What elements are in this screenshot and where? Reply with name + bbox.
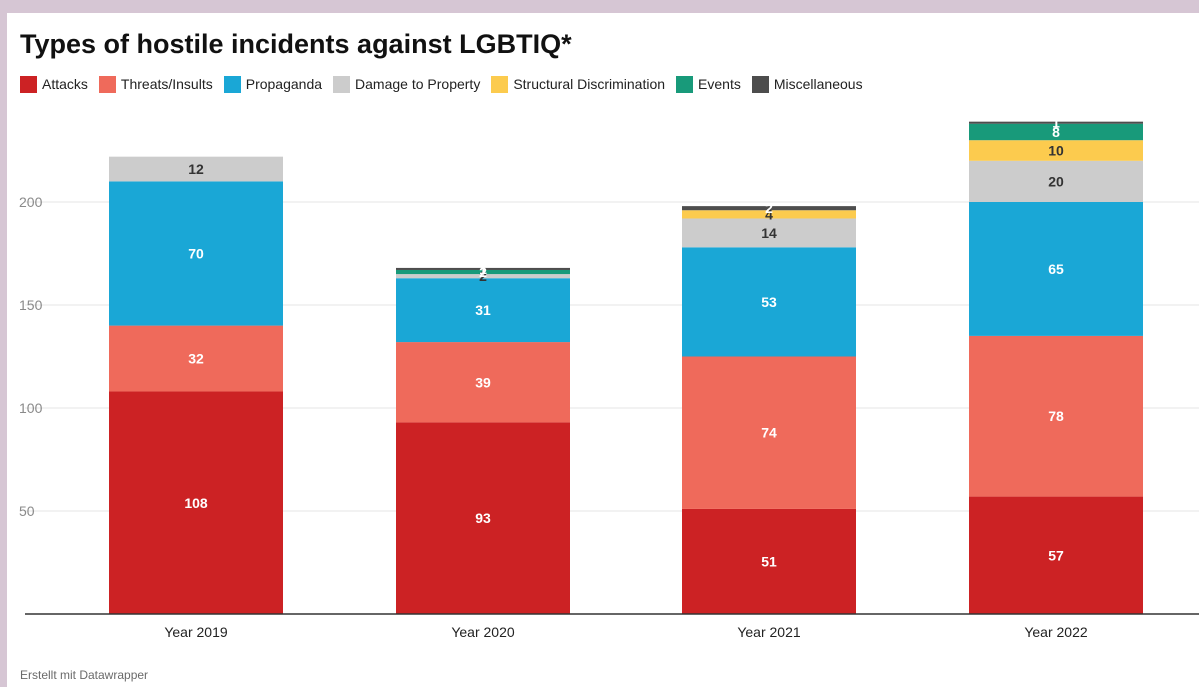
y-tick-label-50: 50 <box>19 503 35 519</box>
bar-segment-year-2022-2 <box>969 202 1143 336</box>
legend-label-attacks: Attacks <box>42 76 88 92</box>
value-label-year-2019-0: 108 <box>184 495 208 511</box>
value-label-year-2022-1: 78 <box>1048 408 1064 424</box>
x-tick-label-year-2019: Year 2019 <box>164 624 228 640</box>
x-tick-label-year-2020: Year 2020 <box>451 624 515 640</box>
legend-item-attacks: Attacks <box>20 75 88 93</box>
y-tick-label-100: 100 <box>19 400 43 416</box>
bar-segment-year-2020-6 <box>396 267 570 270</box>
value-label-year-2021-0: 51 <box>761 553 777 569</box>
legend-swatch-damage-to-property <box>333 75 351 93</box>
legend-item-events: Events <box>676 75 741 93</box>
value-label-year-2022-3: 20 <box>1048 173 1064 189</box>
bar-segment-year-2022-1 <box>969 335 1143 497</box>
value-label-year-2020-1: 39 <box>475 374 491 390</box>
bar-segment-year-2021-0 <box>682 508 856 614</box>
legend-label-propaganda: Propaganda <box>245 76 323 92</box>
legend-swatch-events <box>676 75 694 93</box>
value-label-year-2020-3: 2 <box>479 268 487 284</box>
bar-segment-year-2019-2 <box>109 181 283 326</box>
value-label-year-2020-6: 1 <box>479 261 487 277</box>
value-label-year-2021-3: 14 <box>761 225 777 241</box>
legend-swatch-attacks <box>20 75 37 93</box>
bar-segment-year-2021-3 <box>682 218 856 248</box>
bar-segment-year-2021-1 <box>682 356 856 509</box>
legend-label-damage-to-property: Damage to Property <box>355 76 481 92</box>
value-label-year-2021-6: 2 <box>765 200 773 216</box>
value-label-year-2022-4: 10 <box>1048 143 1064 159</box>
chart-title: Types of hostile incidents against LGBTI… <box>20 29 572 59</box>
y-tick-label-200: 200 <box>19 194 43 210</box>
bar-segment-year-2020-5 <box>396 269 570 275</box>
legend-swatch-miscellaneous <box>751 75 769 93</box>
bar-segment-year-2021-4 <box>682 210 856 219</box>
bar-segment-year-2020-1 <box>396 342 570 423</box>
x-tick-label-year-2021: Year 2021 <box>737 624 801 640</box>
x-tick-label-year-2022: Year 2022 <box>1024 624 1088 640</box>
bar-segment-year-2019-3 <box>109 156 283 182</box>
value-label-year-2020-5: 2 <box>479 264 487 280</box>
legend-item-damage-to-property: Damage to Property <box>333 75 481 93</box>
bar-segment-year-2019-0 <box>109 391 283 614</box>
legend-swatch-threats-insults <box>98 75 116 93</box>
value-label-year-2022-6: 1 <box>1052 115 1060 131</box>
y-tick-label-150: 150 <box>19 297 43 313</box>
value-label-year-2019-3: 12 <box>188 161 204 177</box>
legend-label-structural-discrimination: Structural Discrimination <box>513 76 666 92</box>
legend-label-events: Events <box>698 76 741 92</box>
legend-swatch-structural-discrimination <box>491 75 509 93</box>
bar-segment-year-2022-3 <box>969 160 1143 202</box>
legend-label-threats-insults: Threats/Insults <box>120 76 213 92</box>
bar-segment-year-2022-6 <box>969 121 1143 124</box>
legend-item-threats-insults: Threats/Insults <box>98 75 213 93</box>
bar-segment-year-2019-1 <box>109 325 283 392</box>
value-label-year-2019-2: 70 <box>188 246 204 262</box>
value-label-year-2021-4: 4 <box>765 206 773 222</box>
value-label-year-2022-2: 65 <box>1048 261 1064 277</box>
legend-label-miscellaneous: Miscellaneous <box>773 76 863 92</box>
bar-segment-year-2020-3 <box>396 274 570 279</box>
legend-item-structural-discrimination: Structural Discrimination <box>491 75 666 93</box>
legend-swatch-propaganda <box>223 75 241 93</box>
bar-segment-year-2021-2 <box>682 247 856 357</box>
value-label-year-2020-2: 31 <box>475 302 491 318</box>
footer-credit: Erstellt mit Datawrapper <box>20 668 149 682</box>
bar-segment-year-2022-4 <box>969 140 1143 161</box>
value-label-year-2021-2: 53 <box>761 294 777 310</box>
legend-item-miscellaneous: Miscellaneous <box>751 75 863 93</box>
value-label-year-2019-1: 32 <box>188 351 204 367</box>
value-label-year-2022-5: 8 <box>1052 124 1060 140</box>
bar-segment-year-2020-2 <box>396 278 570 343</box>
bar-segment-year-2022-0 <box>969 496 1143 614</box>
bar-segment-year-2022-5 <box>969 123 1143 141</box>
bar-segment-year-2020-0 <box>396 422 570 614</box>
legend-item-propaganda: Propaganda <box>223 75 323 93</box>
value-label-year-2020-0: 93 <box>475 510 491 526</box>
value-label-year-2022-0: 57 <box>1048 547 1064 563</box>
bar-segment-year-2021-6 <box>682 206 856 211</box>
legend: Attacks Threats/Insults Propaganda Damag… <box>20 74 874 94</box>
value-label-year-2021-1: 74 <box>761 425 777 441</box>
